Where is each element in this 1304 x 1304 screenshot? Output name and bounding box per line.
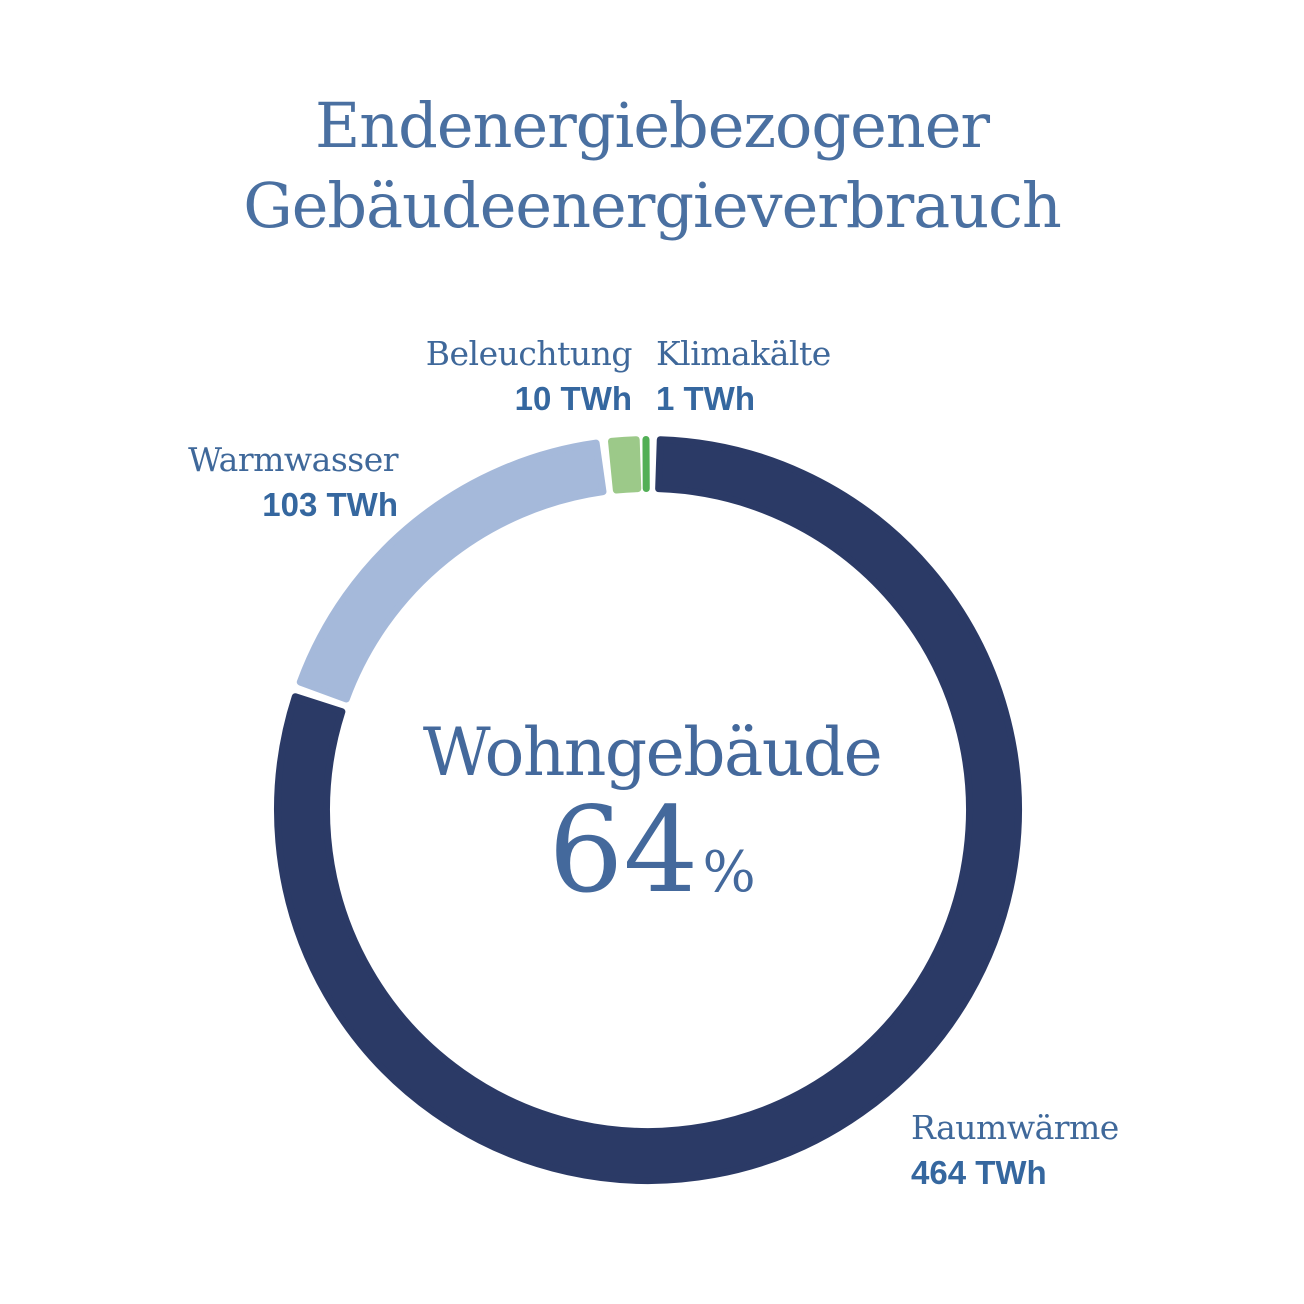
chart-title-line1: Endenergiebezogener [314,89,990,162]
center-percentage-number: 64 [548,781,699,919]
donut-segment-raumwaerme[interactable] [274,436,1022,1184]
segment-value: 103 TWh [262,486,398,523]
percent-sign: % [702,840,756,905]
chart-title-line2: Gebäudeenergieverbrauch [243,169,1062,242]
segment-name: Beleuchtung [425,334,633,373]
segment-name: Warmwasser [188,440,398,479]
segment-value: 10 TWh [514,380,632,417]
chart-title: Endenergiebezogener Gebäudeenergieverbra… [0,86,1304,246]
segment-value: 1 TWh [656,380,755,417]
segment-value: 464 TWh [911,1154,1047,1191]
segment-label-beleuchtung: Beleuchtung 10 TWh [425,334,633,419]
segment-name: Raumwärme [911,1108,1119,1147]
segment-name: Klimakälte [656,334,831,373]
donut-center-label: Wohngebäude [422,714,883,791]
donut-segment-warmwasser[interactable] [296,439,607,703]
donut-center-value: 64% [0,788,1304,948]
segment-label-klimakaelte: Klimakälte 1 TWh [656,334,831,419]
donut-segment-beleuchtung[interactable] [608,436,642,494]
segment-label-raumwaerme: Raumwärme 464 TWh [911,1108,1119,1193]
segment-label-warmwasser: Warmwasser 103 TWh [188,440,398,525]
